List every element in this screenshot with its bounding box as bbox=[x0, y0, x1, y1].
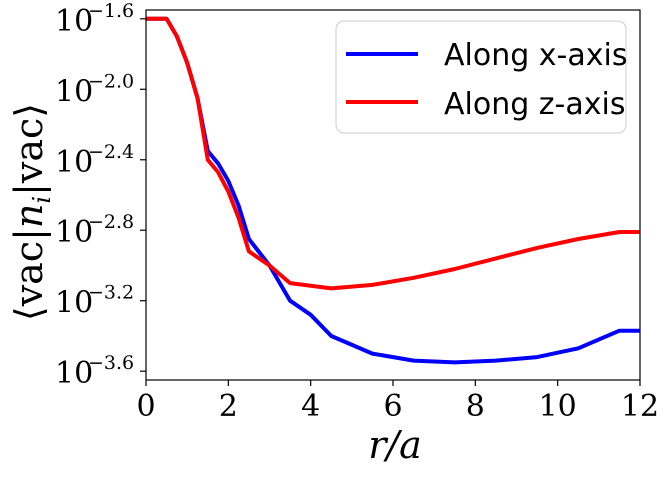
x-tick-label: 12 bbox=[621, 389, 659, 424]
legend: Along x-axis Along z-axis bbox=[335, 20, 628, 134]
legend-label-along-z: Along z-axis bbox=[444, 87, 625, 122]
x-tick-label: 8 bbox=[466, 389, 485, 424]
y-tick-exponent: −2.0 bbox=[88, 70, 134, 92]
y-tick-exponent: −2.8 bbox=[88, 211, 134, 233]
x-tick-label: 10 bbox=[539, 389, 577, 424]
y-tick-label: 10 bbox=[55, 74, 93, 109]
x-axis-ticks: 0 2 4 6 8 10 12 bbox=[136, 380, 659, 424]
x-axis-label: r/a bbox=[368, 423, 422, 467]
y-tick-exponent: −1.6 bbox=[88, 0, 134, 22]
legend-box bbox=[335, 20, 627, 134]
series-layer bbox=[146, 16, 640, 365]
y-tick-label: 10 bbox=[55, 356, 93, 391]
x-tick-label: 2 bbox=[219, 389, 238, 424]
x-tick-label: 0 bbox=[136, 389, 155, 424]
x-tick-label: 4 bbox=[301, 389, 320, 424]
legend-label-along-x: Along x-axis bbox=[444, 38, 628, 73]
y-tick-label: 10 bbox=[55, 4, 93, 39]
y-tick-label: 10 bbox=[55, 286, 93, 321]
y-axis-ticks: 10−1.610−2.010−2.410−2.810−3.210−3.6 bbox=[55, 0, 146, 391]
series-line-along-z bbox=[146, 16, 640, 291]
y-tick-exponent: −3.2 bbox=[88, 282, 134, 304]
y-tick-label: 10 bbox=[55, 215, 93, 250]
y-axis-label-group: ⟨vac|ni|vac⟩ bbox=[7, 103, 56, 321]
x-tick-label: 6 bbox=[383, 389, 402, 424]
y-axis-label: ⟨vac|ni|vac⟩ bbox=[7, 103, 56, 321]
y-tick-label: 10 bbox=[55, 145, 93, 180]
y-tick-exponent: −2.4 bbox=[88, 141, 134, 163]
y-tick-exponent: −3.6 bbox=[88, 352, 134, 374]
